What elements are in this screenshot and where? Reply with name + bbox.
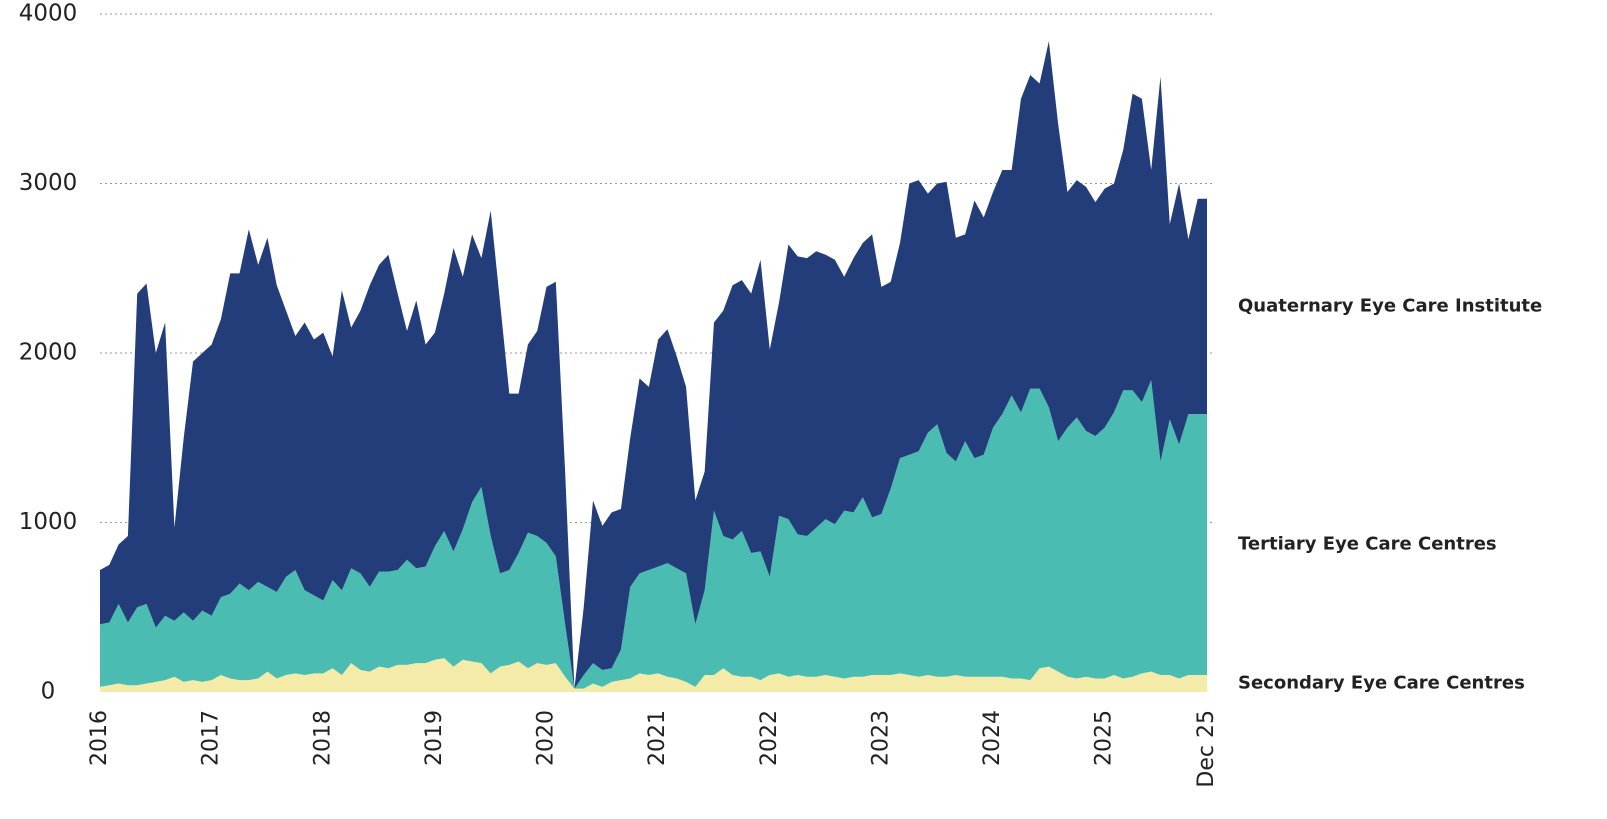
area — [100, 41, 1207, 689]
area — [100, 380, 1207, 689]
y-tick-label: 3000 — [19, 170, 78, 196]
y-tick-label: 1000 — [19, 509, 78, 535]
legend-label: Tertiary Eye Care Centres — [1238, 534, 1497, 555]
y-tick-label: 2000 — [19, 340, 78, 366]
legend-label: Quaternary Eye Care Institute — [1238, 295, 1542, 316]
x-tick-label: 2025 — [1092, 710, 1117, 766]
x-tick-label: 2016 — [87, 710, 112, 766]
x-tick-label: 2024 — [980, 710, 1005, 766]
x-tick-label: 2018 — [310, 710, 335, 766]
x-tick-label: Dec 25 — [1194, 710, 1219, 788]
x-tick-label: 2019 — [422, 710, 447, 766]
y-tick-label: 0 — [41, 679, 56, 705]
legend-label: Secondary Eye Care Centres — [1238, 673, 1525, 694]
x-tick-label: 2021 — [645, 710, 670, 766]
x-tick-label: 2022 — [757, 710, 782, 766]
area — [100, 658, 1207, 692]
x-tick-label: 2023 — [868, 710, 893, 766]
x-tick-label: 2020 — [534, 710, 559, 766]
x-tick-label: 2017 — [199, 710, 224, 766]
y-tick-label: 4000 — [19, 1, 78, 27]
